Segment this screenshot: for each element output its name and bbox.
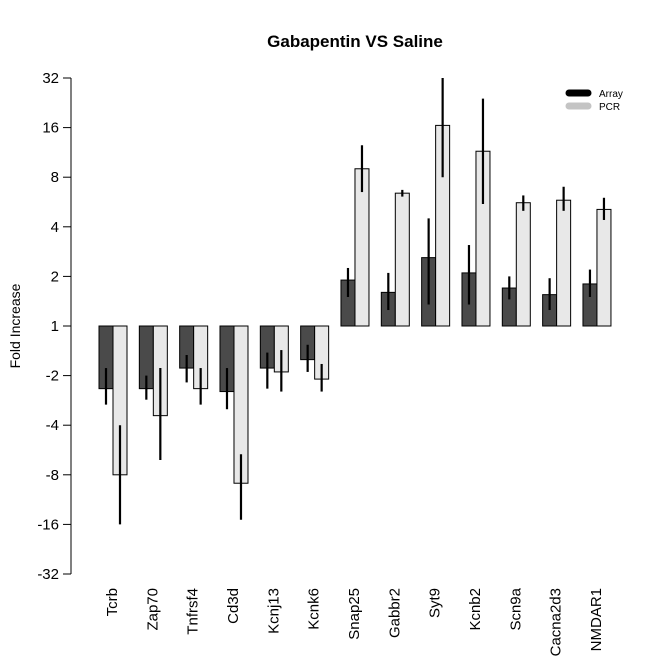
y-tick-label: 2 <box>51 268 59 285</box>
y-tick-label: 8 <box>51 169 59 186</box>
y-tick-label: 4 <box>51 219 59 236</box>
bar-pcr-snap25 <box>354 168 370 327</box>
x-tick-label: Cacna2d3 <box>548 588 565 656</box>
bar-pcr-gabbr2 <box>394 192 410 327</box>
y-tick-label: 16 <box>42 120 59 137</box>
x-tick-label: Syt9 <box>427 588 444 618</box>
bar-pcr-nmdar1 <box>596 208 612 327</box>
x-axis-labels: Tcrb Zap70 Tnfrsf4 Cd3d Kcnj13 Kcnk6 Snap25 Gab… <box>104 587 605 656</box>
x-tick-label: Gabbr2 <box>386 588 403 638</box>
x-tick-label: NMDAR1 <box>588 588 605 651</box>
legend-label-array: Array <box>599 89 623 100</box>
x-tick-label: Kcnj13 <box>265 588 282 634</box>
y-axis-title: Fold Increase <box>7 283 23 368</box>
bar-pcr-cacna2d3 <box>556 199 572 327</box>
y-tick-label: 1 <box>51 318 59 335</box>
y-tick-label: -2 <box>46 368 59 385</box>
x-tick-label: Cd3d <box>225 588 242 624</box>
x-tick-label: Tcrb <box>104 588 121 616</box>
y-tick-label: -8 <box>46 467 59 484</box>
x-tick-label: Kcnk6 <box>306 588 323 630</box>
x-tick-label: Tnfrsf4 <box>185 588 202 635</box>
bars <box>98 124 612 484</box>
legend: Array PCR <box>565 89 623 113</box>
x-tick-label: Zap70 <box>144 588 161 631</box>
y-axis: 32 16 8 4 2 1 -2 -4 -8 -16 -32 <box>37 70 72 583</box>
y-tick-label: -32 <box>37 566 59 583</box>
chart-title: Gabapentin VS Saline <box>267 32 443 51</box>
x-tick-label: Scn9a <box>507 587 524 630</box>
error-bars <box>104 78 606 525</box>
y-tick-label: -16 <box>37 516 59 533</box>
y-tick-label: -4 <box>46 417 59 434</box>
y-tick-label: 32 <box>42 70 59 87</box>
legend-label-pcr: PCR <box>599 102 620 113</box>
x-tick-label: Snap25 <box>346 588 363 640</box>
x-tick-label: Kcnb2 <box>467 588 484 631</box>
bar-pcr-scn9a <box>515 202 531 327</box>
